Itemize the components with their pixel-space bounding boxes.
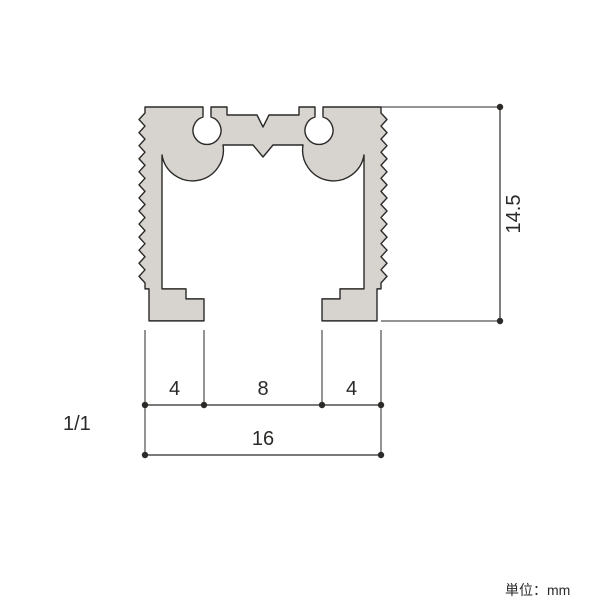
drawing-stage: 14.5 4 8 4 16 <box>0 0 600 600</box>
unit-label: 単位：mm <box>505 580 570 600</box>
dim-value: 16 <box>252 428 274 450</box>
dim-terminator <box>497 318 503 324</box>
extrusion-profile <box>139 107 387 321</box>
dim-terminator <box>319 402 325 408</box>
scale-label: 1/1 <box>63 413 91 436</box>
technical-drawing: 14.5 4 8 4 16 <box>0 0 600 600</box>
dim-value: 14.5 <box>503 195 525 234</box>
dim-value: 4 <box>346 378 357 400</box>
dim-terminator <box>142 452 148 458</box>
dim-value: 8 <box>257 378 268 400</box>
dim-value: 4 <box>169 378 180 400</box>
dim-terminator <box>201 402 207 408</box>
dim-terminator <box>378 452 384 458</box>
dim-terminator <box>497 104 503 110</box>
